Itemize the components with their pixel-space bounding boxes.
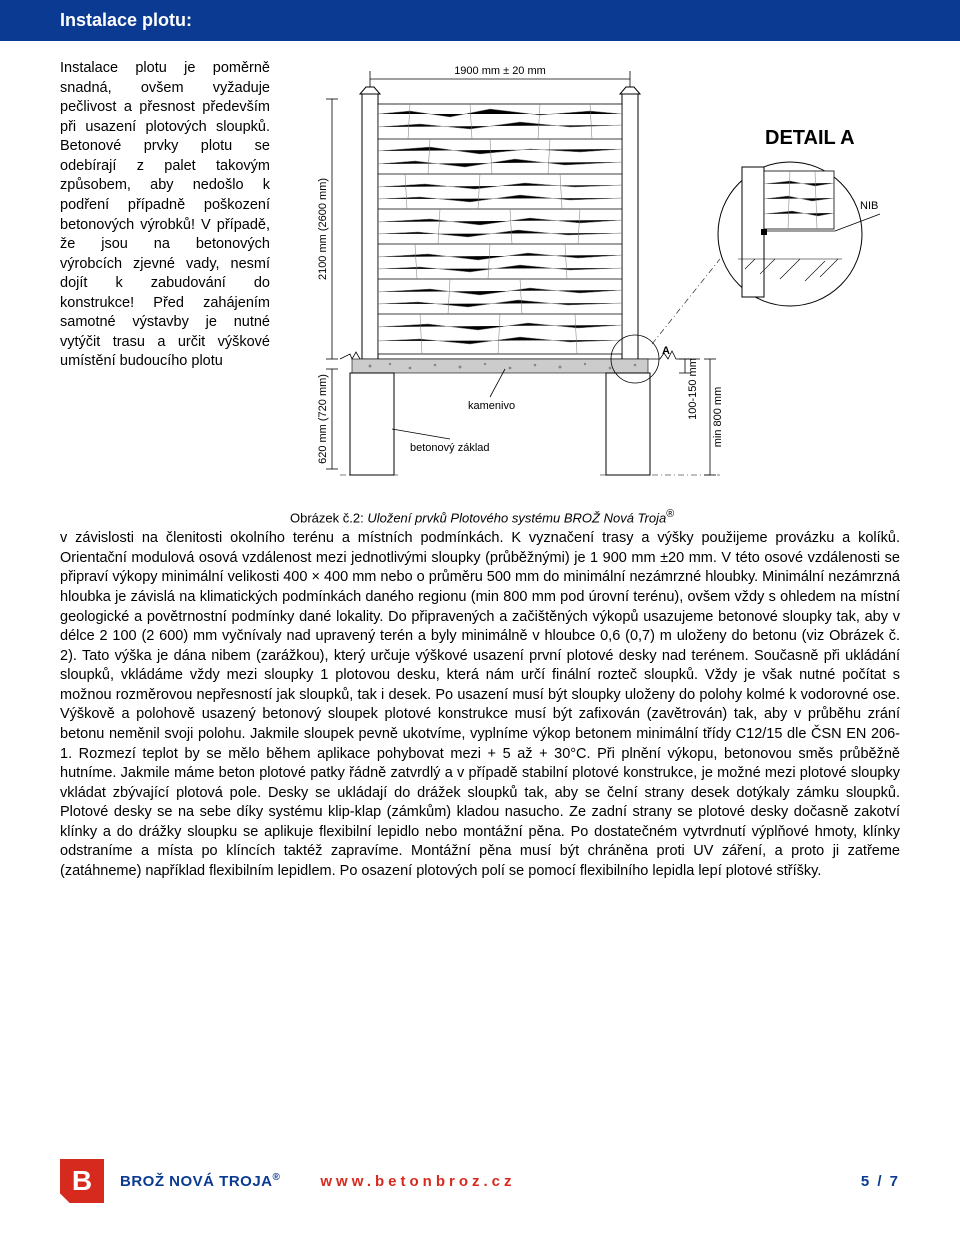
brand-text: BROŽ NOVÁ TROJA bbox=[120, 1173, 273, 1190]
foundation-right bbox=[606, 373, 650, 475]
label-gravel: kamenivo bbox=[468, 400, 515, 412]
intro-paragraph: Instalace plotu je poměrně snadná, ovšem… bbox=[60, 59, 270, 372]
installation-diagram: 1900 mm ± 20 mm 2100 mm (2600 mm) 620 mm… bbox=[290, 59, 900, 499]
detail-title: DETAIL A bbox=[765, 127, 855, 149]
gravel-layer bbox=[352, 359, 648, 373]
page-footer: B BROŽ NOVÁ TROJA® www.betonbroz.cz 5 / … bbox=[60, 1159, 900, 1203]
page-content: 1900 mm ± 20 mm 2100 mm (2600 mm) 620 mm… bbox=[0, 59, 960, 881]
footer-url: www.betonbroz.cz bbox=[320, 1173, 515, 1190]
label-foundation: betonový základ bbox=[410, 442, 490, 454]
label-nib: NIB bbox=[860, 200, 878, 212]
page-number: 5 / 7 bbox=[861, 1173, 900, 1190]
dim-left-lower: 620 mm (720 mm) bbox=[317, 374, 329, 464]
figure-text-wrap: 1900 mm ± 20 mm 2100 mm (2600 mm) 620 mm… bbox=[60, 59, 900, 529]
caption-text: Uložení prvků Plotového systému BROŽ Nov… bbox=[364, 510, 667, 525]
figure-container: 1900 mm ± 20 mm 2100 mm (2600 mm) 620 mm… bbox=[290, 59, 900, 525]
logo-letter: B bbox=[72, 1165, 92, 1197]
intro-text: Instalace plotu je poměrně snadná, ovšem… bbox=[60, 59, 270, 372]
caption-prefix: Obrázek č.2: bbox=[290, 510, 364, 525]
brand-name: BROŽ NOVÁ TROJA® bbox=[120, 1172, 280, 1190]
section-header: Instalace plotu: bbox=[0, 0, 960, 41]
main-body-text: v závislosti na členitosti okolního teré… bbox=[60, 529, 900, 881]
dim-right-lower: min 800 mm bbox=[712, 387, 724, 448]
fence-panels bbox=[378, 104, 622, 354]
detail-marker-a: A bbox=[662, 345, 670, 357]
brand-sup: ® bbox=[273, 1172, 281, 1183]
dim-top: 1900 mm ± 20 mm bbox=[454, 65, 546, 77]
figure-caption: Obrázek č.2: Uložení prvků Plotového sys… bbox=[290, 508, 900, 525]
caption-sup: ® bbox=[666, 508, 674, 520]
dim-right-upper: 100-150 mm bbox=[687, 358, 699, 420]
brand-logo: B bbox=[60, 1159, 104, 1203]
section-title: Instalace plotu: bbox=[60, 10, 192, 30]
foundation-left bbox=[350, 373, 394, 475]
dim-left-upper: 2100 mm (2600 mm) bbox=[317, 178, 329, 280]
